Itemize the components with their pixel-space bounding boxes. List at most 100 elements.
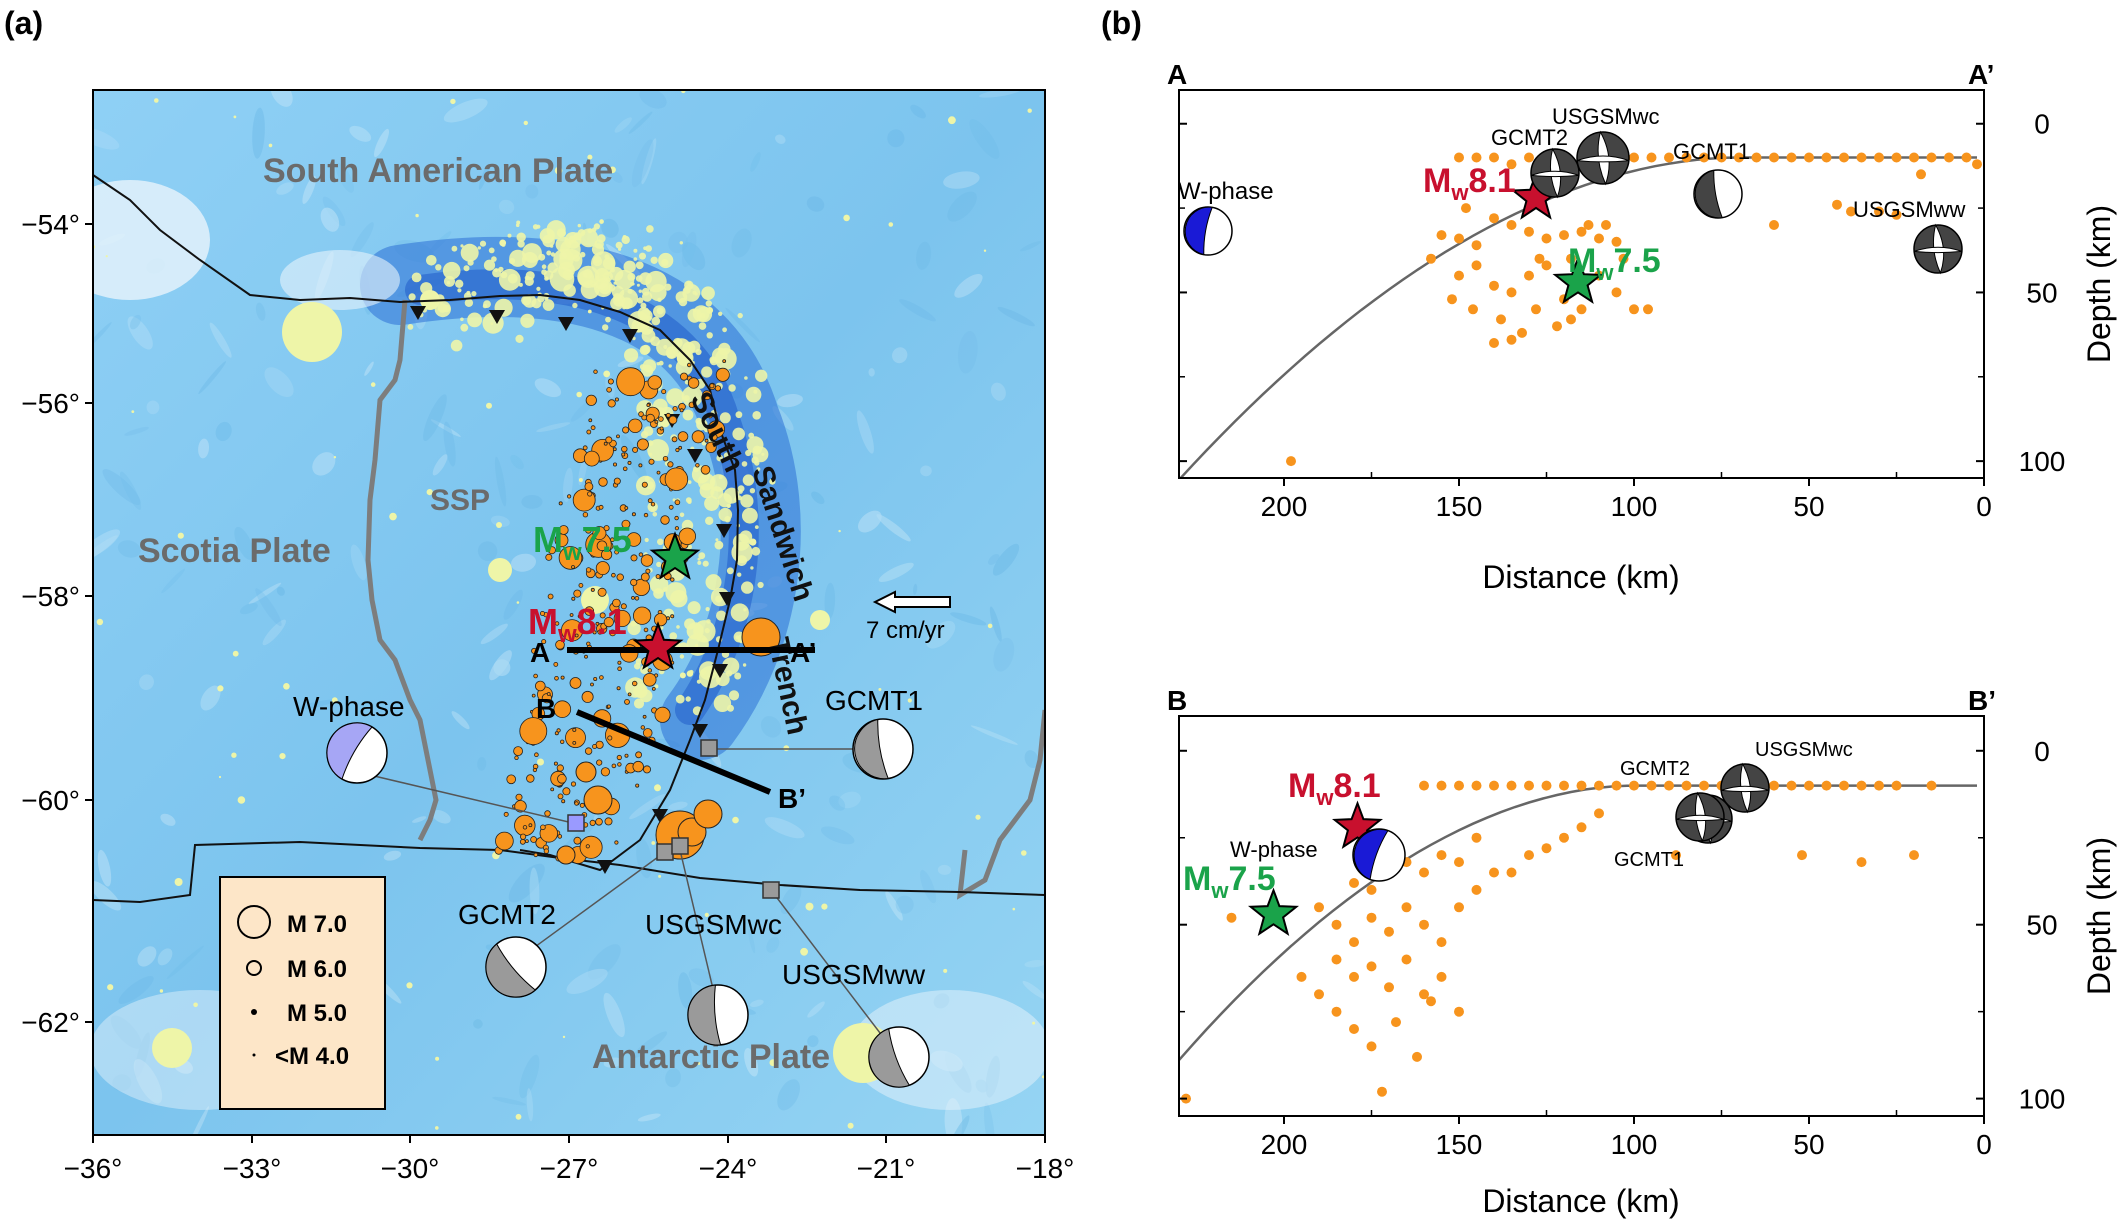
historic-event xyxy=(686,670,694,677)
aftershock-point xyxy=(1874,780,1884,791)
aftershock-point xyxy=(1552,321,1562,332)
aftershock-event xyxy=(672,406,678,412)
centroid-wphase xyxy=(567,814,585,832)
aftershock-event xyxy=(606,704,611,709)
aftershock-point xyxy=(1506,780,1517,791)
historic-event xyxy=(460,323,469,332)
bathymetry-feature xyxy=(611,171,623,183)
historic-event xyxy=(652,512,658,517)
aftershock-event xyxy=(741,617,781,657)
historic-event xyxy=(735,411,743,419)
bathymetry-feature xyxy=(824,582,836,619)
historic-event xyxy=(697,560,702,565)
historic-event xyxy=(237,796,246,804)
aftershock-event xyxy=(599,675,604,680)
section-b-star-mw81 xyxy=(1331,800,1384,850)
historic-event xyxy=(536,286,541,291)
bathymetry-feature xyxy=(264,367,294,398)
centroid-markers xyxy=(369,739,894,1051)
aftershock-point xyxy=(1349,937,1359,948)
aftershock-point xyxy=(1412,1051,1422,1062)
historic-event xyxy=(576,391,582,398)
x-tick-label: 50 xyxy=(1793,1129,1824,1160)
historic-event xyxy=(479,240,487,247)
aftershock-point xyxy=(1454,270,1464,281)
historic-event xyxy=(740,494,754,508)
historic-event xyxy=(693,308,697,313)
aftershock-point xyxy=(1496,314,1506,325)
bathymetry-feature xyxy=(93,880,122,911)
aftershock-event xyxy=(687,362,692,368)
historic-event xyxy=(749,488,756,494)
bathymetry-feature xyxy=(276,182,294,195)
aftershock-event xyxy=(600,767,611,777)
aftershock-point xyxy=(1436,971,1447,982)
aftershock-event xyxy=(658,416,664,422)
bathymetry-feature xyxy=(255,588,282,627)
bathymetry-feature xyxy=(255,302,266,321)
aftershock-event xyxy=(560,675,565,680)
historic-event xyxy=(742,474,755,486)
bathymetry-feature xyxy=(916,241,932,270)
section-a-mech-label-wphase: W-phase xyxy=(1178,178,1274,205)
historic-event xyxy=(536,224,541,229)
aftershock-event xyxy=(654,706,671,723)
lon-tick-label: −33° xyxy=(223,1153,282,1184)
aftershock-point xyxy=(1471,832,1482,843)
aftershock-event xyxy=(565,727,586,748)
historic-event xyxy=(687,499,692,504)
section-b-beachball-wphase xyxy=(1352,828,1406,882)
aftershock-point xyxy=(1419,919,1429,930)
aftershock-event xyxy=(603,616,614,628)
aftershock-event xyxy=(670,577,675,582)
aftershock-event xyxy=(611,763,617,769)
historic-event xyxy=(507,233,512,238)
historic-event xyxy=(177,532,184,539)
aftershock-point xyxy=(1436,850,1447,861)
y-tick-label: 100 xyxy=(2019,446,2066,477)
section-a-mech-label-gcmt2: GCMT2 xyxy=(1491,125,1568,150)
historic-event xyxy=(231,752,237,758)
aftershock-event xyxy=(592,526,607,541)
aftershock-event xyxy=(579,802,585,808)
bathymetry-feature xyxy=(688,968,714,987)
historic-event xyxy=(692,305,710,322)
legend-label: M 5.0 xyxy=(287,1000,347,1027)
aftershock-event xyxy=(632,680,638,687)
aftershock-point xyxy=(1296,971,1307,982)
aftershock-point xyxy=(1769,780,1779,791)
bathymetry-feature xyxy=(312,452,336,476)
section-a-beachball-gcmt1 xyxy=(1693,169,1743,219)
historic-event xyxy=(605,316,611,323)
aftershock-point xyxy=(1524,270,1534,281)
aftershock-event xyxy=(533,852,538,858)
historic-event xyxy=(651,841,656,845)
aftershock-event xyxy=(632,578,651,597)
aftershock-event xyxy=(621,452,626,457)
historic-event xyxy=(751,546,761,556)
aftershock-event xyxy=(607,399,616,408)
aftershock-event xyxy=(674,499,681,506)
bathymetry-feature xyxy=(807,1001,825,1018)
x-tick-label: 100 xyxy=(1611,491,1658,522)
historic-event xyxy=(732,816,739,824)
section-b-mech-label-wphase: W-phase xyxy=(1230,837,1318,862)
historic-event xyxy=(515,223,520,227)
aftershock-event xyxy=(574,633,579,638)
mech-label-wphase: W-phase xyxy=(293,691,405,722)
aftershock-event xyxy=(715,367,730,382)
aftershock-event xyxy=(530,836,537,843)
aftershock-event xyxy=(632,760,644,773)
historic-event xyxy=(594,239,604,249)
aftershock-event xyxy=(587,491,593,497)
aftershock-event xyxy=(597,629,603,635)
lat-tick-label: −58° xyxy=(21,581,80,612)
aftershock-event xyxy=(628,418,643,434)
historic-event xyxy=(516,601,520,604)
historic-event xyxy=(646,225,654,233)
bathymetry-feature xyxy=(920,465,932,477)
aftershock-point xyxy=(1384,926,1394,937)
bathymetry-feature xyxy=(750,999,764,1008)
bathymetry-feature xyxy=(525,184,539,199)
panel-a-label: (a) xyxy=(4,5,43,41)
